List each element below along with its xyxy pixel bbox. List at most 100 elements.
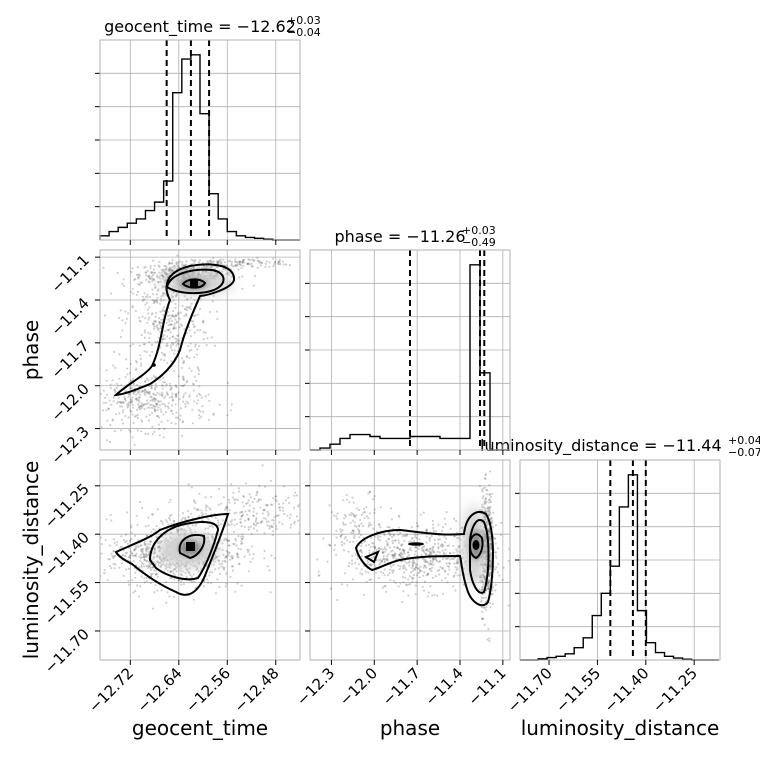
sample-point [398,548,401,551]
sample-point [444,577,447,580]
sample-point [488,542,491,545]
sample-point [489,567,492,570]
sample-point [487,506,490,509]
sample-point [175,320,179,323]
sample-point [432,523,435,526]
sample-point [135,360,138,363]
sample-point [177,375,180,378]
sample-point [381,551,384,554]
sample-point [141,550,144,553]
sample-point [177,342,180,345]
sample-point [429,563,432,566]
sample-point [146,392,149,395]
sample-point [182,384,185,388]
sample-point [225,572,228,575]
sample-point [165,344,168,347]
sample-point [160,384,164,387]
sample-point [146,566,150,570]
sample-point [132,392,135,395]
sample-point [129,362,132,366]
sample-point [208,525,211,528]
sample-point [437,560,440,564]
sample-point [145,391,148,394]
sample-point [154,529,157,532]
sample-point [390,550,393,553]
sample-point [179,528,183,531]
hist-luminosity-distance: −11.70−11.55−11.40−11.25 [504,459,721,716]
sample-point [212,294,215,297]
panel-frame [309,249,511,451]
sample-point [493,537,496,540]
sample-point [386,557,389,561]
hist-bar [127,223,136,240]
sample-point [353,524,356,528]
sample-point [353,535,356,538]
sample-point [255,517,258,520]
sample-point [192,266,196,269]
sample-point [156,414,159,418]
sample-point [153,400,156,403]
sample-point [181,420,184,423]
sample-point [161,338,165,341]
sample-point [205,344,208,347]
sample-point [217,523,220,527]
sample-point [152,528,155,531]
sample-point [394,581,397,584]
sample-point [167,328,170,332]
sample-point [154,286,157,289]
sample-point [113,350,116,353]
sample-point [226,265,229,268]
sample-point [154,383,158,386]
sample-point [486,488,489,492]
sample-point [481,588,484,591]
sample-point [222,553,225,557]
hist-bar [420,436,430,450]
sample-point [232,530,236,534]
sample-point [461,549,464,552]
sample-point [225,264,228,267]
sample-point [221,542,224,545]
sample-point [158,557,161,560]
sample-point [191,382,194,385]
sample-point [128,392,131,395]
sample-point [118,353,121,356]
sample-point [386,525,389,529]
sample-point [483,567,486,570]
sample-point [482,515,485,519]
sample-point [193,400,196,403]
sample-point [445,510,448,514]
sample-point [425,535,428,538]
sample-point [429,567,432,571]
sample-point [317,570,320,573]
x-tick-label: −11.1 [464,664,509,709]
sample-point [358,536,361,539]
sample-point [144,379,147,382]
sample-point [329,544,332,547]
sample-point [165,566,168,569]
sample-point [227,552,230,555]
sample-point [111,418,114,421]
sample-point [127,312,130,315]
sample-point [187,483,190,486]
sample-point [171,314,174,318]
sample-point [351,529,354,533]
sample-point [171,570,174,573]
sample-point [483,623,486,626]
sample-point [228,273,231,276]
sample-point [211,537,215,541]
sample-point [149,267,152,270]
sample-point [242,494,245,497]
sample-point [293,506,296,509]
sample-point [197,515,200,518]
sample-point [148,565,151,568]
sample-point [484,556,487,559]
sample-point [268,525,271,528]
sample-point [127,416,130,419]
sample-point [282,509,285,512]
sample-point [194,530,197,533]
sample-point [379,526,382,529]
sample-point [393,552,396,555]
sample-point [170,532,173,535]
sample-point [400,556,403,559]
sample-point [484,550,487,553]
